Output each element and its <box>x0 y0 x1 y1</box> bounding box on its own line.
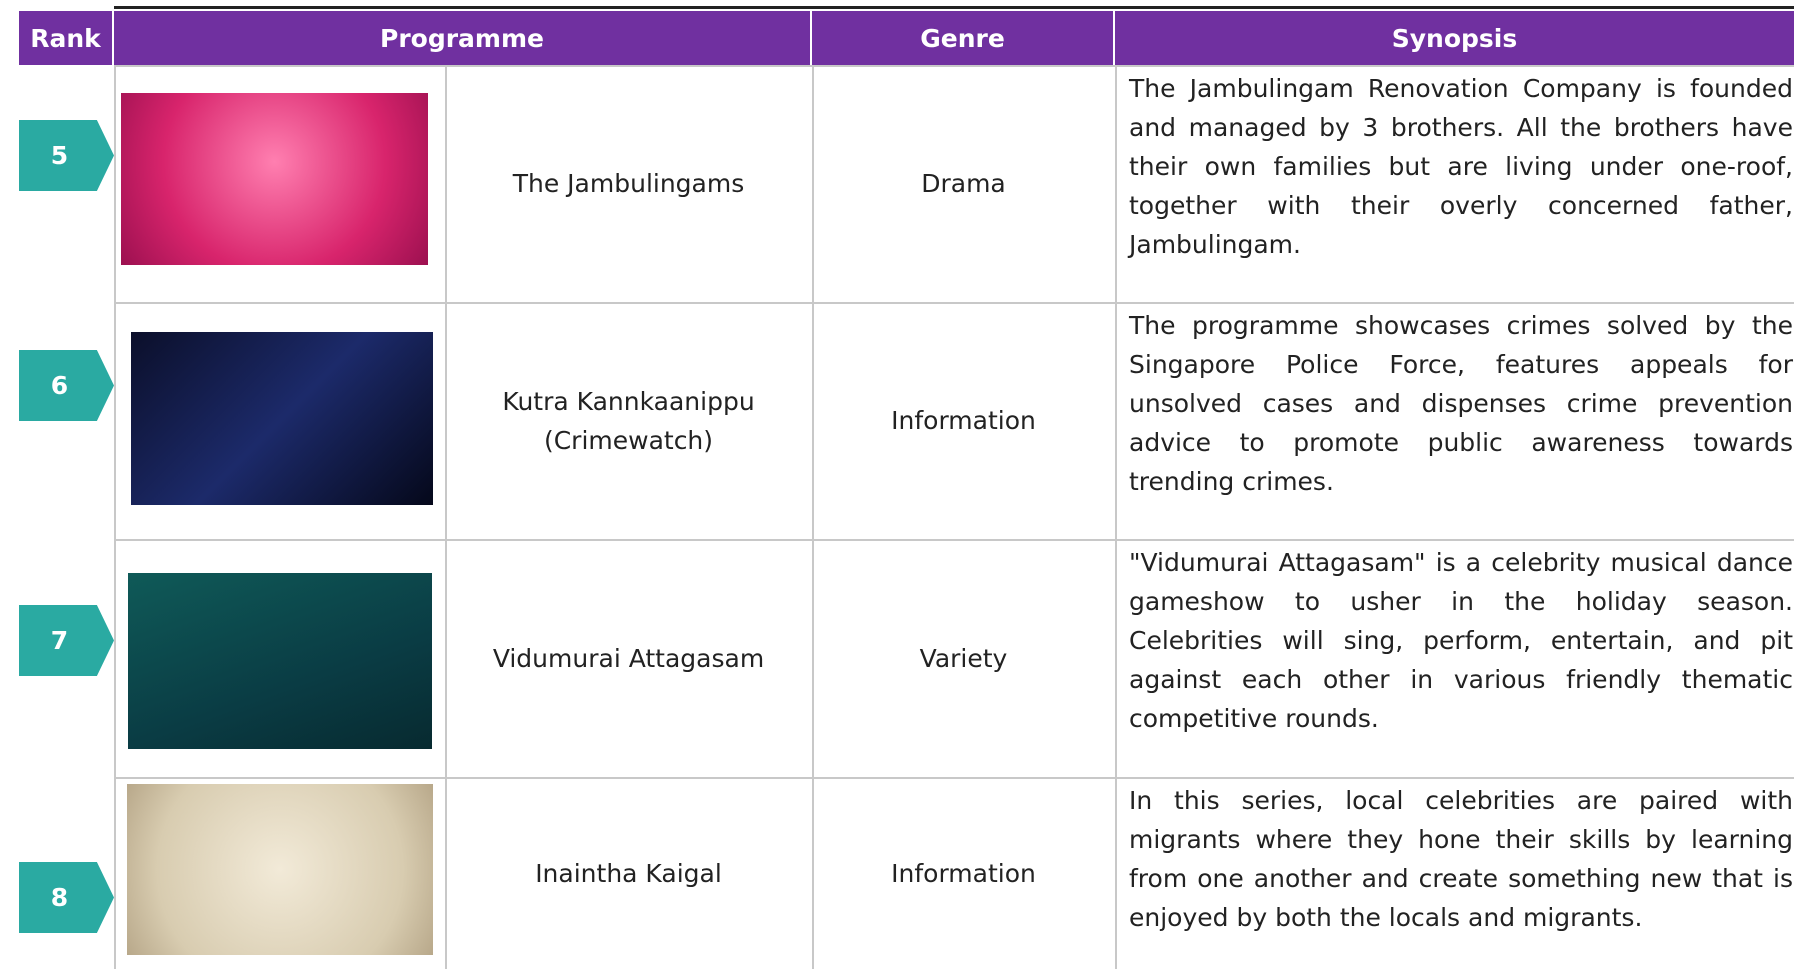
header-programme: Programme <box>114 11 812 65</box>
programme-name: Inaintha Kaigal <box>535 858 722 888</box>
column-divider <box>445 65 447 969</box>
rank-badge: 8 <box>19 862 114 933</box>
top-rule <box>114 6 1794 9</box>
column-divider <box>812 65 814 969</box>
rank-badge: 7 <box>19 605 114 676</box>
genre: Variety <box>919 643 1008 673</box>
programme-name: Vidumurai Attagasam <box>492 643 765 673</box>
programme-thumbnail <box>131 332 433 505</box>
programme-name: The Jambulingams <box>512 169 745 198</box>
programme-thumbnail <box>121 93 428 265</box>
synopsis: The programme showcases crimes solved by… <box>1129 311 1793 496</box>
header-synopsis: Synopsis <box>1115 11 1794 65</box>
row-divider <box>114 777 1794 779</box>
header-rank: Rank <box>19 11 114 65</box>
row-divider <box>114 65 1794 67</box>
genre: Drama <box>921 169 1006 198</box>
synopsis: The Jambulingam Renovation Company is fo… <box>1129 74 1793 259</box>
column-divider <box>1115 65 1117 969</box>
row-divider <box>114 539 1794 541</box>
programme-thumbnail <box>128 573 432 749</box>
programme-name: Kutra Kannkaanippu (Crimewatch) <box>502 386 755 455</box>
header-genre: Genre <box>812 11 1115 65</box>
row-divider <box>114 302 1794 304</box>
synopsis: "Vidumurai Attagasam" is a celebrity mus… <box>1129 548 1793 733</box>
rank-badge: 5 <box>19 120 114 191</box>
rank-badge: 6 <box>19 350 114 421</box>
genre: Information <box>891 406 1036 435</box>
column-divider <box>114 65 116 969</box>
synopsis: In this series, local celebrities are pa… <box>1129 786 1793 932</box>
programme-thumbnail <box>127 784 433 955</box>
genre: Information <box>891 858 1036 888</box>
